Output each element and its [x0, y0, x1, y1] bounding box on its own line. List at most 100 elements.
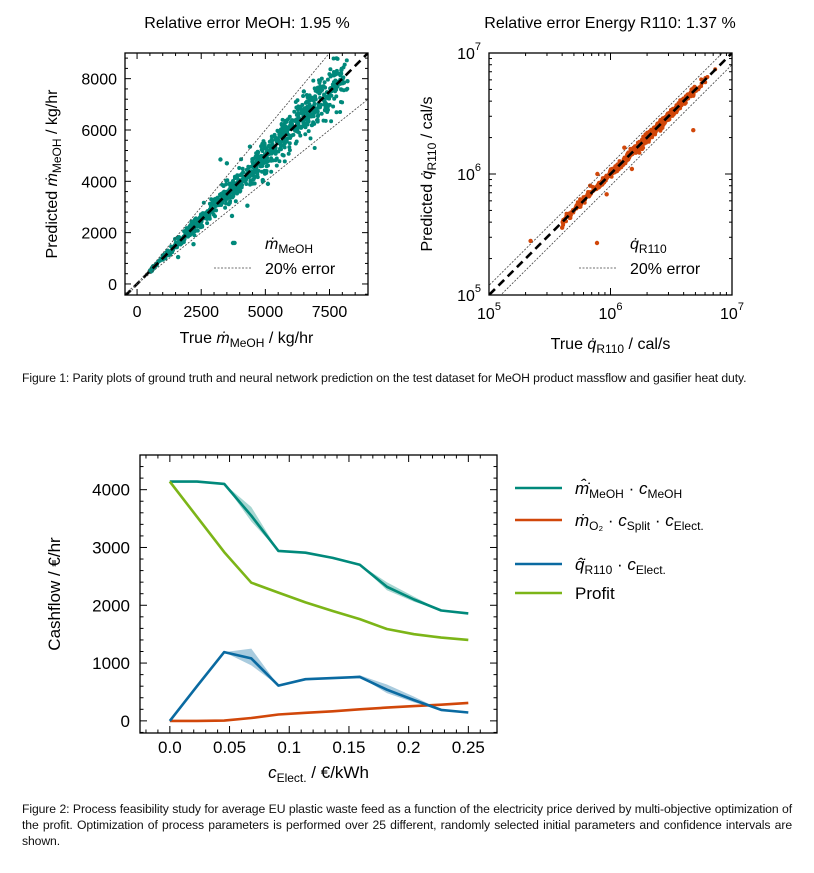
data-point [287, 141, 292, 146]
data-point [219, 203, 224, 207]
data-point [274, 139, 279, 144]
legend-label: 20% error [265, 261, 336, 278]
data-point [313, 97, 318, 102]
data-point [329, 119, 334, 124]
data-point [333, 72, 338, 77]
data-point [617, 165, 621, 170]
data-point [283, 118, 288, 123]
y-tick-label: 8000 [81, 72, 117, 89]
y-tick-label: 105 [457, 283, 481, 305]
legend-label: ṁMeOH [265, 236, 313, 256]
legend-marker-dot [230, 240, 236, 246]
data-point [235, 173, 240, 178]
plot-marks [489, 53, 732, 295]
data-point [331, 56, 336, 61]
legend-label: q̂̇R110 · cElect. [575, 555, 666, 577]
x-tick-label: 107 [720, 301, 744, 323]
data-point [260, 141, 265, 146]
data-point [303, 106, 308, 111]
data-point [330, 73, 335, 78]
data-point [294, 117, 299, 122]
outlier-point [604, 192, 609, 197]
data-point [334, 68, 339, 73]
legend-label: 20% error [630, 261, 701, 278]
data-point [232, 190, 237, 195]
data-point [184, 229, 189, 234]
data-point [258, 155, 263, 159]
x-tick-label: 0.2 [397, 738, 421, 757]
legend-label: Profit [575, 584, 615, 603]
y-axis-label: Predicted q̇R110 / cal/s [419, 97, 439, 252]
plot-marks [125, 42, 368, 295]
confidence-band [169, 481, 469, 614]
data-point [568, 213, 573, 218]
data-point [211, 212, 216, 217]
data-point [239, 185, 244, 190]
data-point [319, 85, 323, 90]
data-point [578, 197, 583, 202]
data-point [651, 128, 656, 133]
plot-legend: q̇R110 20% error [579, 236, 701, 278]
outlier-point [691, 128, 696, 133]
data-point [314, 107, 318, 112]
y-tick-label: 6000 [81, 123, 117, 140]
x-tick-label: 0.1 [277, 738, 301, 757]
data-point [280, 128, 285, 133]
data-point [253, 168, 258, 173]
parity-line [489, 53, 732, 295]
data-point [264, 169, 269, 173]
data-point [238, 173, 243, 178]
legend-label: m̂̇MeOH · cMeOH [575, 478, 682, 501]
plot-title-meoh: Relative error MeOH: 1.95 % [144, 15, 349, 32]
series-line [169, 480, 469, 615]
data-point [308, 136, 313, 141]
data-point [287, 114, 292, 119]
data-point [201, 200, 206, 205]
error-bound-line [500, 64, 732, 295]
data-point [305, 116, 310, 121]
data-point [274, 163, 279, 168]
data-point [280, 117, 285, 122]
data-point [317, 78, 321, 83]
plot-marks [168, 480, 469, 723]
plot-axes: 0 2500 5000 7500 0 2000 4000 6000 8000 True ṁMeOH… [44, 52, 369, 350]
data-point [225, 196, 229, 201]
data-point [575, 200, 580, 205]
data-point [263, 157, 268, 162]
data-point [678, 98, 683, 103]
plot-axes: 105 106 107 105 106 107 True q̇R110 / cal/s Pre… [419, 41, 744, 356]
y-axis-label: Cashflow / €/hr [45, 537, 64, 651]
data-point [312, 110, 317, 115]
data-point [262, 145, 267, 149]
data-point [253, 174, 258, 179]
outlier-point [622, 145, 627, 150]
data-point [276, 149, 281, 154]
data-point [261, 161, 266, 165]
data-point [225, 178, 230, 183]
x-tick-label: 0.05 [213, 738, 246, 757]
data-point [213, 196, 218, 201]
parity-line [125, 53, 368, 295]
data-point [292, 109, 297, 114]
x-tick-label: 0.25 [452, 738, 485, 757]
x-axis-label: True ṁMeOH / kg/hr [180, 330, 314, 350]
data-point [279, 147, 283, 152]
data-point [561, 221, 566, 226]
data-point [309, 95, 314, 100]
outlier-point [224, 161, 230, 166]
x-tick-label: 5000 [248, 304, 284, 321]
error-bound-line [127, 53, 331, 295]
data-point [259, 147, 264, 152]
outlier-point [175, 254, 181, 260]
x-axis-label: True q̇R110 / cal/s [551, 336, 671, 356]
x-tick-label: 105 [477, 301, 501, 323]
data-point [669, 111, 674, 115]
data-point [311, 78, 316, 83]
data-point [223, 205, 228, 210]
data-point [284, 139, 289, 144]
data-point [309, 123, 314, 128]
data-point [248, 178, 253, 183]
data-point [334, 42, 338, 46]
outlier-point [301, 89, 307, 94]
